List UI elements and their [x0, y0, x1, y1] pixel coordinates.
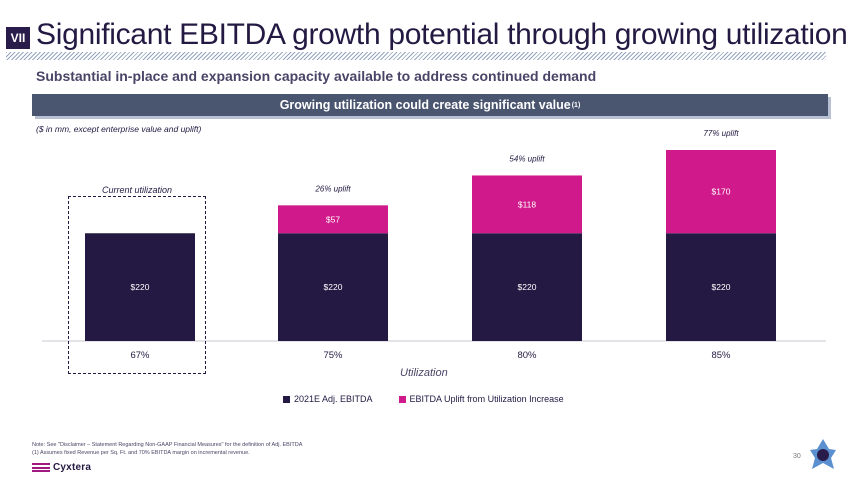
chart-legend: 2021E Adj. EBITDA EBITDA Uplift from Uti… — [283, 394, 564, 404]
legend-label-base: 2021E Adj. EBITDA — [294, 394, 373, 404]
section-badge: VII — [6, 27, 30, 49]
units-note: ($ in mm, except enterprise value and up… — [36, 124, 202, 134]
bar-uplift — [278, 205, 388, 234]
footnote-1: (1) Assumes fixed Revenue per Sq. Ft. an… — [32, 450, 250, 456]
bar-base — [278, 233, 388, 341]
legend-label-uplift: EBITDA Uplift from Utilization Increase — [409, 394, 564, 404]
bar-base — [85, 233, 195, 341]
page-number: 30 — [793, 453, 801, 460]
bar-base — [472, 233, 582, 341]
x-tick-label: 80% — [517, 350, 537, 361]
legend-item-uplift: EBITDA Uplift from Utilization Increase — [398, 394, 564, 404]
bar-base — [666, 233, 776, 341]
brand-name: Cyxtera — [53, 462, 92, 473]
x-tick-label: 75% — [323, 350, 343, 361]
banner-text: Growing utilization could create signifi… — [279, 98, 571, 112]
x-tick-label: 85% — [711, 350, 731, 361]
data-label: $170 — [712, 187, 731, 197]
uplift-annotation: 26% uplift — [314, 184, 351, 193]
legend-item-base: 2021E Adj. EBITDA — [283, 394, 373, 404]
footnotes: Note: See "Disclaimer – Statement Regard… — [32, 441, 302, 457]
x-axis-title: Utilization — [400, 367, 448, 379]
bar-uplift — [666, 150, 776, 234]
footnote-note: Note: See "Disclaimer – Statement Regard… — [32, 442, 303, 448]
slide-subtitle: Substantial in-place and expansion capac… — [36, 68, 597, 84]
brand-logo: Cyxtera — [32, 462, 91, 473]
slide-title: Significant EBITDA growth potential thro… — [36, 18, 848, 51]
brand-mark-icon — [32, 463, 50, 472]
section-banner: Growing utilization could create signifi… — [32, 94, 828, 116]
corner-emblem-icon — [810, 439, 836, 469]
data-label: $220 — [324, 282, 343, 292]
data-label: $220 — [131, 282, 150, 292]
data-label: $57 — [326, 214, 340, 224]
data-label: $220 — [712, 282, 731, 292]
data-label: $118 — [518, 199, 537, 209]
current-utilization-box — [68, 196, 206, 374]
title-divider — [6, 52, 826, 60]
banner-footnote-ref: (1) — [571, 101, 581, 109]
uplift-annotation: 77% uplift — [703, 129, 739, 138]
current-utilization-label: Current utilization — [102, 185, 173, 195]
x-tick-label: 67% — [130, 350, 150, 361]
uplift-annotation: 54% uplift — [509, 154, 545, 163]
legend-swatch-base — [283, 395, 290, 403]
legend-swatch-uplift — [398, 395, 406, 403]
bar-uplift — [472, 175, 582, 234]
data-label: $220 — [518, 282, 537, 292]
